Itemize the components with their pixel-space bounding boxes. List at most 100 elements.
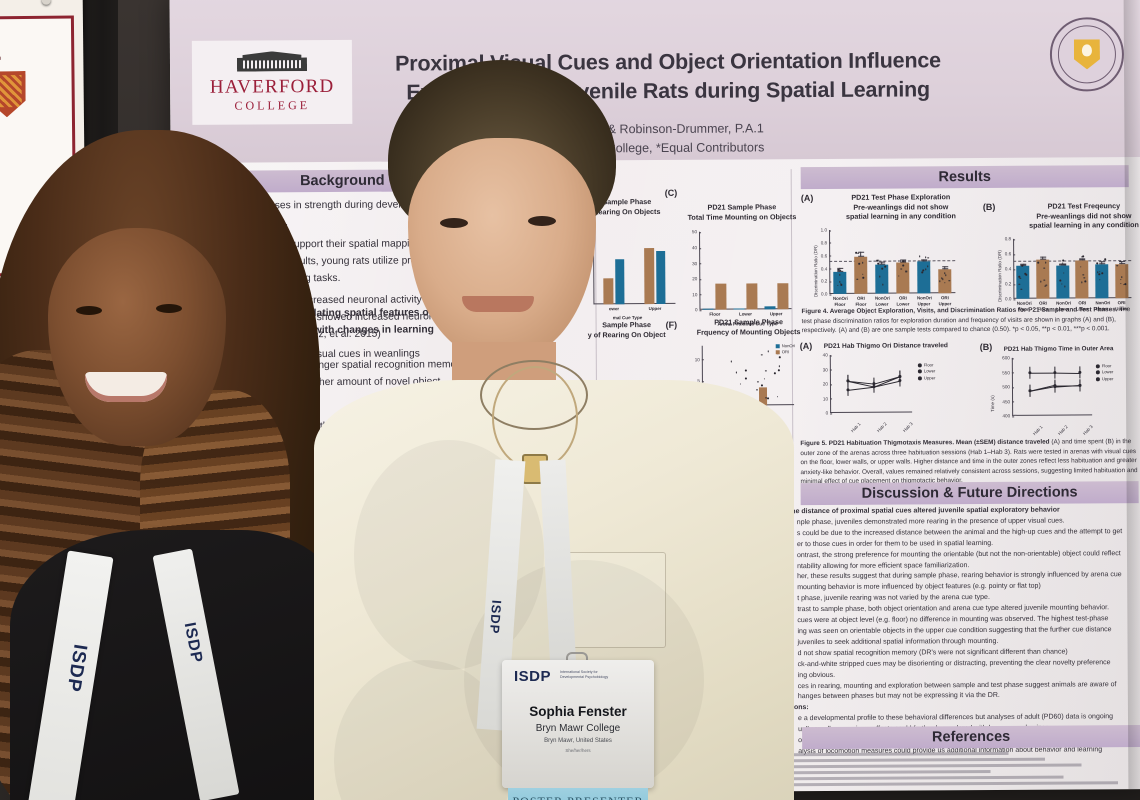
data-point: [922, 272, 924, 274]
line-segment: [1055, 372, 1080, 373]
data-point: [919, 255, 921, 257]
section-header-results: Results: [801, 165, 1129, 189]
data-point: [1019, 277, 1021, 279]
chart-fig4A: (A) PD21 Test Phase Exploration Pre-wean…: [801, 192, 982, 294]
chart-fig5A-panel: (A): [800, 341, 813, 351]
data-point: [1043, 267, 1045, 269]
y-tick-label: 0.2: [821, 279, 829, 284]
data-point: [862, 277, 864, 279]
discussion-line: s could be due to the increased distance…: [783, 527, 1140, 540]
discussion-line: ontrast, the strong preference for mount…: [783, 549, 1140, 562]
bar: [1076, 260, 1089, 298]
y-tick-label: 30: [823, 367, 830, 372]
data-point: [1098, 273, 1100, 275]
bar: [896, 263, 910, 294]
x-tick-label: ORI Lower: [896, 296, 910, 307]
haverford-name: HAVERFORD: [210, 76, 335, 99]
person-right: ISDP ISDP International Society for Deve…: [330, 60, 780, 800]
poster-pin-icon: [42, 0, 51, 5]
data-point: [898, 260, 900, 262]
person-right-eye: [528, 216, 556, 226]
chart-fig4A-panel: (A): [801, 193, 814, 203]
bryn-mawr-seal-icon: [1050, 17, 1124, 91]
section-header-discussion: Discussion & Future Directions: [801, 481, 1139, 505]
chart-fig5A-title: PD21 Hab Thigmo Ori Distance traveled: [824, 342, 948, 350]
badge-org-logo: ISDP: [514, 668, 551, 685]
bar-group: [833, 230, 847, 294]
data-point: [1019, 283, 1021, 285]
y-tick-label: 0.2: [1005, 281, 1013, 286]
x-tick-label: Hab 1: [1032, 424, 1044, 436]
x-tick-label: NonOri Lower: [875, 296, 889, 307]
chart-fig5A: (A) PD21 Hab Thigmo Ori Distance travele…: [800, 340, 980, 413]
y-tick-label: 0.8: [821, 240, 829, 245]
chart-fig5B-panel: (B): [980, 342, 993, 352]
person-left-smile: [85, 372, 167, 402]
data-point: [905, 271, 907, 273]
haverford-sub: COLLEGE: [234, 98, 310, 113]
y-tick-label: 0.0: [1005, 296, 1013, 301]
data-point: [925, 269, 927, 271]
data-point: [902, 265, 904, 267]
haverford-logo: HAVERFORD COLLEGE: [192, 40, 353, 125]
chart-fig4B-ylabel: Discrimination Ratio (DR): [997, 250, 1002, 302]
person-right-smile: [462, 296, 534, 312]
data-point: [1064, 286, 1066, 288]
y-tick-label: 550: [1002, 370, 1012, 375]
data-point: [855, 252, 857, 254]
bar-group: [854, 230, 868, 294]
chart-fig5B-ylabel: Time (s): [990, 395, 995, 412]
x-tick-label: Hab 1: [850, 422, 862, 434]
bar: [854, 257, 868, 294]
x-tick-label: Hab 2: [1057, 424, 1069, 436]
y-tick-label: 10: [823, 396, 830, 401]
data-point: [877, 263, 879, 265]
bar-group: [1075, 239, 1088, 299]
references-list: [790, 751, 1140, 786]
chart-fig4B: (B) PD21 Test Freqeuncy Pre-weanlings di…: [983, 201, 1140, 299]
data-point: [1059, 264, 1061, 266]
crest-icon: [0, 71, 26, 117]
chart-fig4A-plot: 0.0 0.2 0.4 0.6 0.8 1.0 NonOri Floor ORI Floor…: [829, 229, 955, 294]
y-tick-label: 0.6: [1005, 251, 1013, 256]
y-tick-label: 20: [823, 381, 830, 386]
badge-presenter: ISDP International Society for Developme…: [502, 660, 654, 788]
data-point: [945, 275, 947, 277]
y-tick-label: 0.4: [821, 266, 829, 271]
data-point: [944, 272, 946, 274]
line-segment: [848, 387, 874, 391]
error-bar: [899, 370, 900, 382]
data-point: [1038, 262, 1040, 264]
data-point: [1104, 259, 1106, 261]
data-point: [1024, 273, 1026, 275]
lanyard-left-text: ISDP: [61, 643, 90, 694]
data-point: [882, 284, 884, 286]
bar-group: [1016, 239, 1029, 299]
y-tick-label: 0.6: [821, 253, 829, 258]
chart-fig5B-legend: Floor Lower Upper: [1096, 363, 1114, 382]
person-right-eye: [440, 218, 468, 228]
data-point: [922, 270, 924, 272]
person-left-eye: [156, 304, 182, 313]
data-point: [1097, 262, 1099, 264]
data-point: [1062, 260, 1064, 262]
bar: [1017, 266, 1030, 299]
x-tick-label: Hab 3: [1082, 424, 1094, 436]
bar-group: [1036, 239, 1049, 299]
figure5-caption-bold: Figure 5. PD21 Habituation Thigmotaxis M…: [800, 439, 1049, 448]
ribbon-poster-presenter: POSTER PRESENTER: [508, 788, 648, 800]
y-tick-label: 0: [826, 410, 831, 415]
person-left-eye: [76, 306, 102, 315]
bar-group: [938, 229, 952, 293]
x-tick-label: Hab 3: [902, 421, 914, 433]
badge-attendee-location: Bryn Mawr, United States: [502, 738, 654, 744]
data-point: [837, 269, 839, 271]
chart-fig4A-ylabel: Discrimination Ratio (DR): [813, 245, 818, 297]
bar-group: [875, 230, 889, 294]
y-tick-label: 500: [1002, 384, 1012, 389]
data-point: [1116, 265, 1118, 267]
chart-fig4A-title: PD21 Test Phase Exploration Pre-weanling…: [801, 192, 981, 222]
figure4-caption-bold: Figure 4. Average Object Exploration, Vi…: [801, 306, 1117, 315]
chart-fig5A-plot: 0 10 20 30 40 Hab 1 Hab 2 Hab 3: [830, 354, 912, 412]
data-point: [927, 257, 929, 259]
